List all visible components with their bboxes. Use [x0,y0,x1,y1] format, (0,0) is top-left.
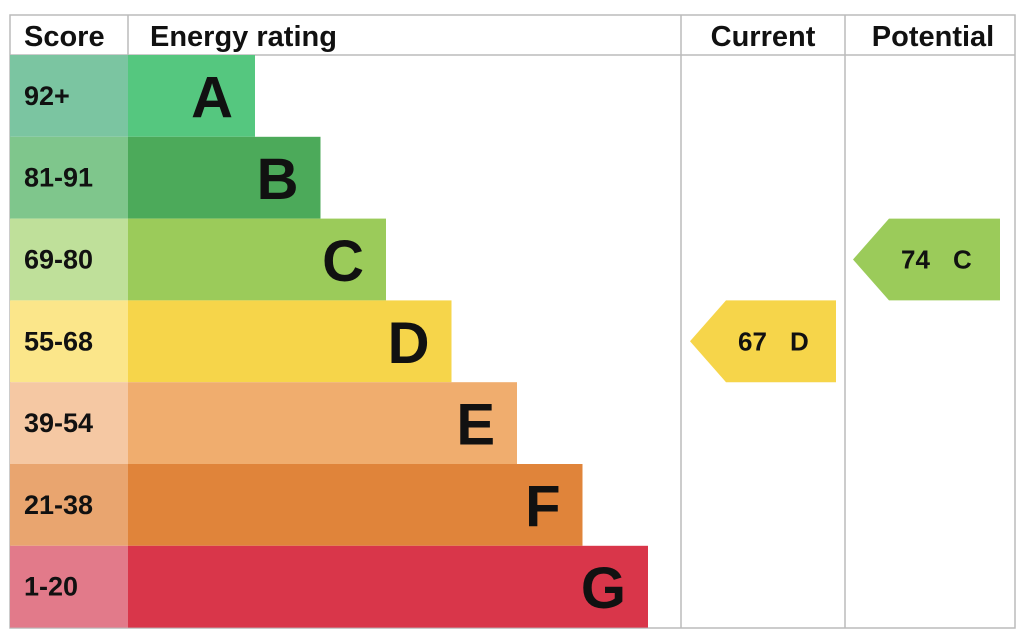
score-cell [10,382,128,464]
rating-bar [128,136,321,219]
score-range: 55-68 [24,326,93,356]
rating-bar [128,218,386,301]
score-cell [10,300,128,383]
score-range: 21-38 [24,490,93,520]
score-cell [10,55,128,137]
rating-bar [128,300,452,383]
rating-bar [128,382,517,464]
potential-arrow [853,218,1000,301]
current-arrow [690,300,836,383]
band-letter: G [581,556,626,621]
score-range: 81-91 [24,163,93,193]
header-score: Score [24,21,105,53]
header-rating: Energy rating [150,21,337,53]
score-cell [10,545,128,628]
band-letter: E [456,393,495,458]
potential-value: 74 [901,245,930,275]
band-letter: D [388,311,430,376]
band-letter: F [525,474,560,539]
potential-letter: C [953,245,972,275]
score-range: 1-20 [24,572,78,602]
band-letter: C [322,229,364,294]
header-potential: Potential [872,21,994,53]
header-current: Current [711,21,816,53]
rating-bar [128,464,583,546]
score-range: 69-80 [24,245,93,275]
score-cell [10,218,128,301]
score-range: 39-54 [24,408,93,438]
current-letter: D [790,326,809,356]
band-letter: B [257,147,299,212]
band-letter: A [191,65,233,130]
rating-bar [128,545,648,628]
score-range: 92+ [24,81,70,111]
current-value: 67 [738,326,767,356]
score-cell [10,136,128,219]
rating-bar [128,55,255,137]
score-cell [10,464,128,546]
